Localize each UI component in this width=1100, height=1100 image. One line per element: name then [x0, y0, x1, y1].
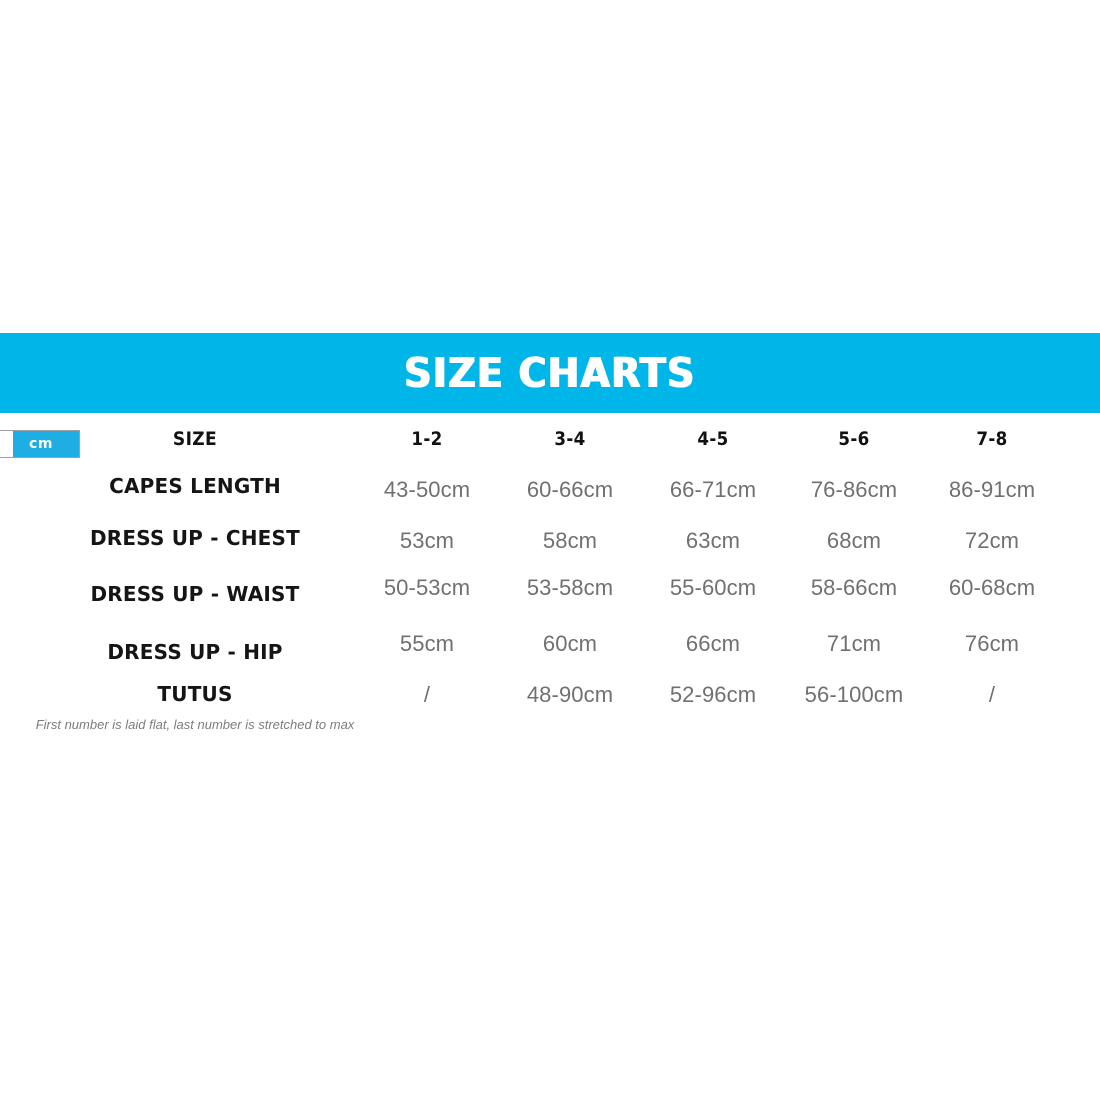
table-cell: 76cm [964, 631, 1020, 656]
table-cell: 60cm [542, 631, 598, 656]
column-header-size: SIZE [172, 428, 218, 450]
row-label: DRESS UP - WAIST [90, 582, 300, 606]
banner: SIZE CHARTS [0, 333, 1100, 413]
table-cell: 48-90cm [526, 682, 614, 707]
footnote: First number is laid flat, last number i… [35, 717, 355, 732]
table-cell: 56-100cm [804, 682, 904, 707]
table-cell: 66cm [685, 631, 741, 656]
table-cell: 63cm [685, 528, 741, 553]
table-cell: 66-71cm [669, 477, 757, 502]
column-header-5-6: 5-6 [838, 428, 870, 450]
unit-badge[interactable]: cm [0, 430, 80, 458]
table-cell: 72cm [964, 528, 1020, 553]
table-cell: / [423, 682, 431, 707]
row-label: TUTUS [157, 682, 233, 706]
table-cell: 86-91cm [948, 477, 1036, 502]
row-label: CAPES LENGTH [109, 474, 281, 498]
table-cell: 76-86cm [810, 477, 898, 502]
table-cell: / [988, 682, 996, 707]
column-header-7-8: 7-8 [976, 428, 1008, 450]
unit-badge-fill: cm [13, 431, 79, 457]
table-cell: 50-53cm [383, 575, 471, 600]
column-header-1-2: 1-2 [411, 428, 443, 450]
page-title: SIZE CHARTS [404, 349, 696, 397]
table-cell: 60-68cm [948, 575, 1036, 600]
row-label: DRESS UP - CHEST [90, 526, 300, 550]
table-cell: 68cm [826, 528, 882, 553]
table-cell: 58-66cm [810, 575, 898, 600]
column-header-4-5: 4-5 [697, 428, 729, 450]
table-cell: 43-50cm [383, 477, 471, 502]
table-cell: 53-58cm [526, 575, 614, 600]
table-cell: 60-66cm [526, 477, 614, 502]
table-cell: 53cm [399, 528, 455, 553]
table-cell: 55-60cm [669, 575, 757, 600]
table-cell: 55cm [399, 631, 455, 656]
table-cell: 52-96cm [669, 682, 757, 707]
table-cell: 71cm [826, 631, 882, 656]
table-cell: 58cm [542, 528, 598, 553]
row-label: DRESS UP - HIP [107, 640, 283, 664]
column-header-3-4: 3-4 [554, 428, 586, 450]
unit-badge-label: cm [29, 436, 53, 452]
